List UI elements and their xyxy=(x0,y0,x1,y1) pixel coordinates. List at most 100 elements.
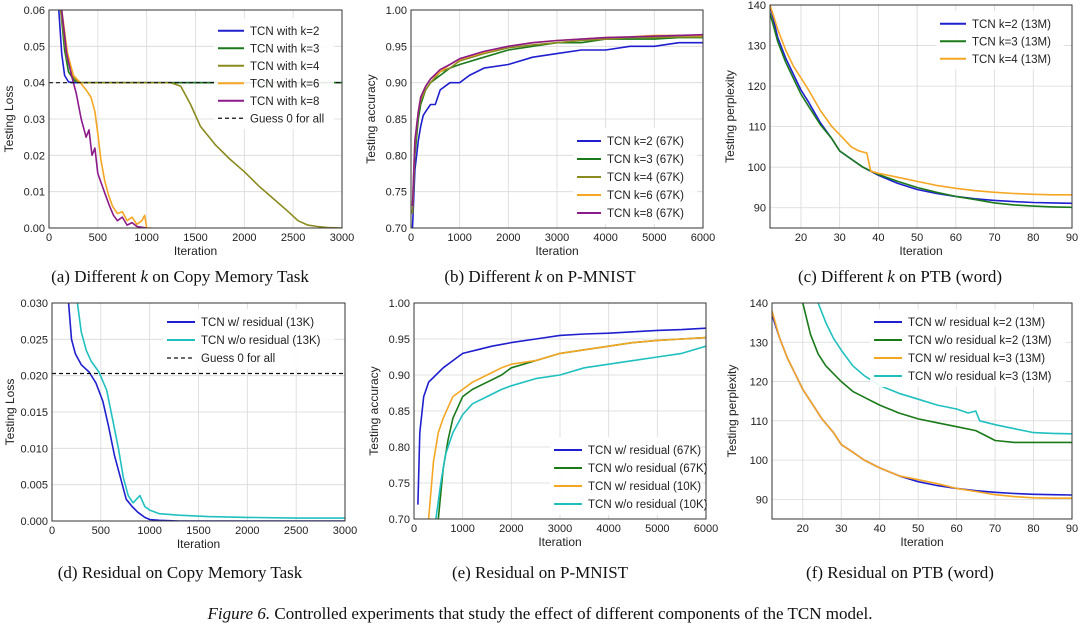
caption-a: (a) Different k on Copy Memory Task xyxy=(51,267,309,286)
x-axis-label: Iteration xyxy=(177,537,220,551)
legend-label: TCN w/ residual k=2 (13M) xyxy=(908,317,1045,329)
series-line-a-4 xyxy=(60,10,147,228)
x-tick-label: 40 xyxy=(874,523,886,535)
y-tick-label: 140 xyxy=(748,0,766,12)
y-tick-label: 140 xyxy=(750,298,768,310)
legend-c: TCN k=2 (13M) TCN k=3 (13M) TCN k=4 (13M) xyxy=(936,11,1064,70)
legend-label: TCN k=4 (67K) xyxy=(607,172,684,184)
legend-b: TCN k=2 (67K) TCN k=3 (67K) TCN k=4 (67K) T… xyxy=(573,128,697,224)
legend-label: TCN w/o residual (13K) xyxy=(201,335,321,347)
y-axis-label: Testing Loss xyxy=(2,86,16,153)
x-tick-label: 4000 xyxy=(593,232,617,244)
y-tick-label: 0.06 xyxy=(24,5,45,17)
y-tick-label: 0.015 xyxy=(20,407,48,419)
x-tick-label: 4000 xyxy=(596,523,620,535)
x-tick-label: 6000 xyxy=(694,523,718,535)
y-tick-label: 110 xyxy=(748,122,766,134)
y-tick-label: 0.010 xyxy=(20,443,48,455)
legend-label: TCN with k=6 xyxy=(250,78,319,90)
chart-e: 0 1000 2000 3000 4000 5000 6000 0.70 0.75 0.80 0.8… xyxy=(367,298,718,549)
y-tick-label: 0.95 xyxy=(389,334,410,346)
x-tick-label: 3000 xyxy=(548,523,572,535)
figure-label: Figure 6. xyxy=(207,604,271,623)
y-tick-label: 130 xyxy=(750,337,768,349)
legend-label: TCN with k=3 xyxy=(250,43,319,55)
chart-a: 0 500 1000 1500 2000 2500 3000 0.00 0.01 0.02 0.03… xyxy=(2,5,354,258)
y-tick-label: 0.005 xyxy=(20,480,48,492)
x-axis-label: Iteration xyxy=(535,244,578,258)
y-tick-label: 0.02 xyxy=(24,150,45,162)
x-tick-label: 1000 xyxy=(447,232,471,244)
y-tick-label: 0.020 xyxy=(20,371,48,383)
x-tick-label: 2000 xyxy=(496,232,520,244)
series-line-d-1 xyxy=(76,303,345,519)
x-tick-label: 80 xyxy=(1027,523,1039,535)
y-tick-label: 100 xyxy=(748,162,766,174)
x-tick-label: 60 xyxy=(950,232,962,244)
x-tick-label: 50 xyxy=(911,232,923,244)
y-tick-label: 0.75 xyxy=(389,478,410,490)
x-tick-label: 0 xyxy=(408,232,414,244)
x-tick-label: 3000 xyxy=(330,232,354,244)
legend-label: TCN with k=8 xyxy=(250,96,319,108)
x-tick-label: 1000 xyxy=(134,232,158,244)
x-tick-label: 70 xyxy=(989,523,1001,535)
series-line-f-2 xyxy=(772,310,1072,500)
y-tick-label: 120 xyxy=(748,81,766,93)
x-tick-label: 2000 xyxy=(235,525,259,537)
legend-box xyxy=(214,18,334,129)
legend-label: Guess 0 for all xyxy=(201,353,275,365)
y-axis-label: Testing perplexity xyxy=(723,70,737,163)
legend-a: TCN with k=2 TCN with k=3 TCN with k=4 TCN … xyxy=(214,18,334,129)
x-tick-label: 1000 xyxy=(450,523,474,535)
series-line-e-3 xyxy=(435,345,706,519)
x-tick-label: 500 xyxy=(92,525,110,537)
figure-caption: Figure 6. Controlled experiments that st… xyxy=(0,604,1080,624)
series-line-f-3 xyxy=(817,303,1072,435)
x-tick-label: 0 xyxy=(49,525,55,537)
y-tick-label: 0.70 xyxy=(386,223,407,235)
series-line-e-2 xyxy=(427,336,706,519)
x-tick-label: 2500 xyxy=(281,232,305,244)
legend-label: TCN w/ residual (10K) xyxy=(588,481,701,493)
y-tick-label: 0.01 xyxy=(24,187,45,199)
legend-label: TCN w/o residual (10K) xyxy=(588,499,708,511)
legend-label: TCN with k=4 xyxy=(250,61,320,73)
x-tick-label: 6000 xyxy=(691,232,715,244)
caption-f: (f) Residual on PTB (word) xyxy=(806,563,994,582)
legend-label: TCN w/ residual (13K) xyxy=(201,317,314,329)
y-tick-label: 0.000 xyxy=(20,516,48,528)
x-axis-label: Iteration xyxy=(900,535,943,549)
series-line-c-2 xyxy=(770,5,1072,196)
legend-label: TCN k=2 (13M) xyxy=(972,19,1051,31)
x-tick-label: 60 xyxy=(950,523,962,535)
y-tick-label: 0.03 xyxy=(24,114,45,126)
x-tick-label: 0 xyxy=(411,523,417,535)
legend-label: TCN k=8 (67K) xyxy=(607,208,684,220)
y-axis-label: Testing Loss xyxy=(3,379,17,446)
y-tick-label: 0.80 xyxy=(389,442,410,454)
y-tick-label: 0.75 xyxy=(386,187,407,199)
y-tick-label: 90 xyxy=(756,494,768,506)
y-tick-label: 110 xyxy=(750,416,768,428)
y-tick-label: 100 xyxy=(750,455,768,467)
x-tick-label: 3000 xyxy=(333,525,357,537)
y-tick-label: 0.030 xyxy=(20,298,48,310)
plot-frame xyxy=(769,4,1073,229)
series-line-d-0 xyxy=(67,303,345,521)
series-line-a-3 xyxy=(60,10,152,228)
legend-label: TCN w/o residual (67K) xyxy=(588,463,708,475)
x-tick-label: 3000 xyxy=(545,232,569,244)
plot-frame xyxy=(410,9,704,229)
x-tick-label: 1500 xyxy=(186,525,210,537)
y-tick-label: 130 xyxy=(748,41,766,53)
y-tick-label: 1.00 xyxy=(386,5,407,17)
y-tick-label: 0.90 xyxy=(389,370,410,382)
x-tick-label: 90 xyxy=(1066,232,1078,244)
caption-e: (e) Residual on P-MNIST xyxy=(451,563,629,582)
series-line-e-0 xyxy=(417,327,706,505)
legend-label: TCN k=4 (13M) xyxy=(972,54,1051,66)
x-tick-label: 1000 xyxy=(137,525,161,537)
legend-label: TCN with k=2 xyxy=(250,26,319,38)
